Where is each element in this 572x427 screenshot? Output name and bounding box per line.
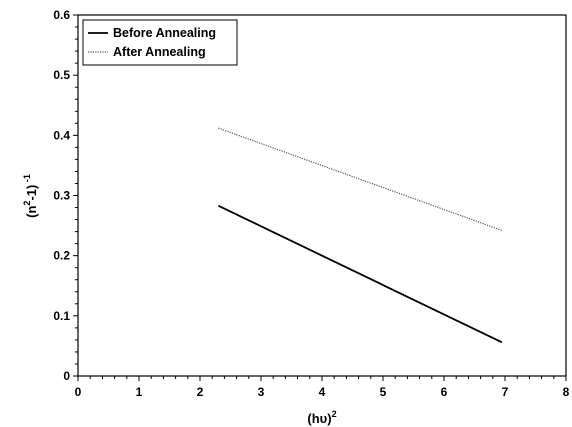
legend-box — [82, 19, 238, 66]
y-tick-label: 0.5 — [53, 68, 70, 82]
x-tick-label: 5 — [380, 385, 387, 399]
x-tick-label: 8 — [563, 385, 570, 399]
y-tick-label: 0.1 — [53, 309, 70, 323]
x-tick-label: 7 — [502, 385, 509, 399]
y-tick-label: 0.3 — [53, 189, 70, 203]
x-axis-tick-labels: 0 1 2 3 4 5 6 7 8 — [75, 385, 570, 399]
series-line-after-annealing — [218, 127, 503, 231]
series-line-before-annealing — [217, 204, 503, 344]
series-lines — [217, 127, 503, 344]
y-axis-tick-labels: 0 0.1 0.2 0.3 0.4 0.5 0.6 — [53, 8, 70, 383]
legend: Before Annealing After Annealing — [82, 19, 238, 66]
y-axis-label-part1: (n — [24, 206, 39, 218]
y-axis-label-superscript1: 2 — [22, 201, 32, 206]
x-tick-label: 1 — [136, 385, 143, 399]
x-axis-label-superscript: 2 — [332, 409, 337, 419]
x-axis-label: (hυ)2 — [307, 409, 336, 426]
plot-area-frame — [77, 14, 567, 377]
x-tick-label: 2 — [197, 385, 204, 399]
legend-label-after-annealing: After Annealing — [113, 45, 206, 59]
x-axis-label-base: (hυ) — [307, 411, 331, 426]
y-tick-label: 0.4 — [53, 128, 70, 142]
y-axis-ticks — [73, 14, 78, 377]
x-axis-ticks — [77, 376, 567, 381]
y-tick-label: 0.2 — [53, 249, 70, 263]
x-tick-label: 3 — [258, 385, 265, 399]
legend-label-before-annealing: Before Annealing — [113, 26, 216, 40]
y-tick-label: 0 — [63, 369, 70, 383]
y-axis-label-superscript2: -1 — [22, 174, 32, 185]
y-tick-label: 0.6 — [53, 8, 70, 22]
x-tick-label: 6 — [441, 385, 448, 399]
y-axis-label: (n2-1) -1 — [22, 174, 39, 218]
y-axis-label-part2: -1) — [24, 185, 39, 201]
x-tick-label: 4 — [319, 385, 326, 399]
x-tick-label: 0 — [75, 385, 82, 399]
